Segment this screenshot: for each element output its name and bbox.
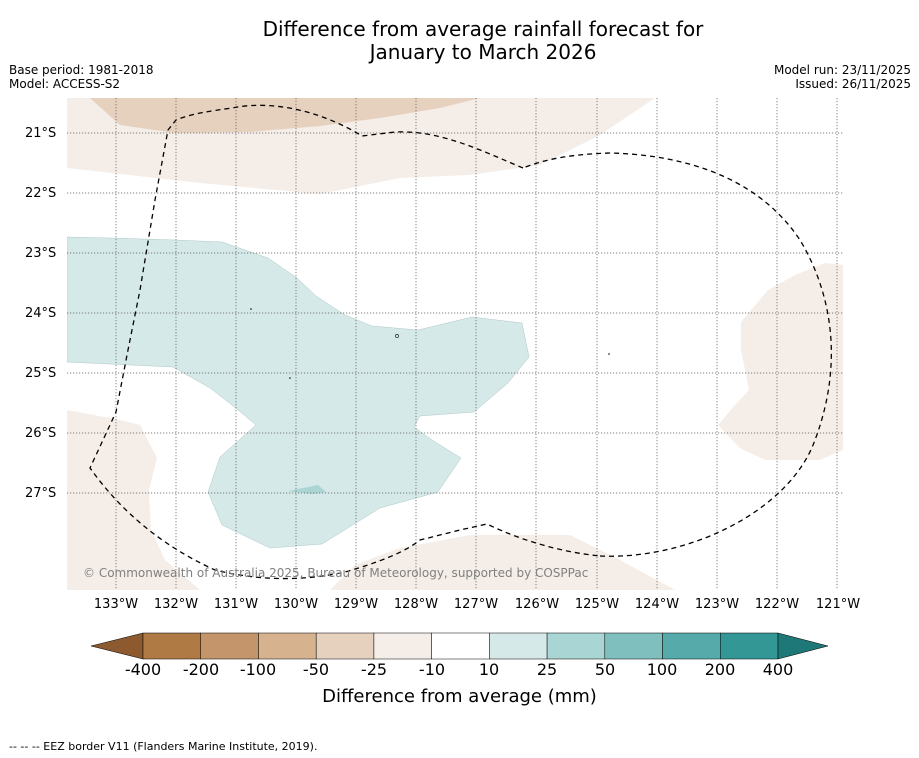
- title-line-2: January to March 2026: [369, 40, 597, 64]
- lat-label-27s: 27°S: [25, 486, 57, 501]
- lat-label-25s: 25°S: [25, 366, 57, 381]
- map-panel: [67, 98, 843, 590]
- colorbar-title: Difference from average (mm): [322, 686, 597, 707]
- lon-label-130w: 130°W: [273, 597, 319, 612]
- lat-label-22s: 22°S: [25, 186, 57, 201]
- colorbar-segment: [720, 632, 779, 660]
- meta-left: Base period: 1981-2018 Model: ACCESS-S2: [9, 63, 154, 91]
- eez-border-right: [522, 152, 832, 557]
- meta-right: Model run: 23/11/2025 Issued: 26/11/2025: [774, 63, 911, 91]
- region-dry-moderate-top: [90, 98, 480, 133]
- colorbar-segment: [546, 632, 606, 660]
- colorbar-tick: 50: [594, 660, 616, 679]
- map-dot-2: [289, 377, 291, 379]
- lon-label-125w: 125°W: [574, 597, 620, 612]
- lat-label-21s: 21°S: [25, 126, 57, 141]
- colorbar-segment: [604, 632, 663, 660]
- eez-footnote: -- -- -- EEZ border V11 (Flanders Marine…: [9, 740, 318, 753]
- colorbar-tick: -25: [360, 660, 388, 679]
- colorbar-segment: [373, 632, 432, 660]
- colorbar-tick: 100: [646, 660, 678, 679]
- lon-label-127w: 127°W: [453, 597, 499, 612]
- region-dry-light-southwest: [67, 410, 200, 590]
- map-dot-4: [395, 334, 399, 338]
- colorbar-tick: 10: [478, 660, 500, 679]
- region-wet-moderate-patch: [288, 485, 326, 494]
- lat-label-24s: 24°S: [25, 306, 57, 321]
- colorbar-segment: [315, 632, 375, 660]
- colorbar-tick: -10: [418, 660, 446, 679]
- colorbar-tick: -400: [124, 660, 162, 679]
- lon-label-128w: 128°W: [393, 597, 439, 612]
- colorbar-tick: -100: [239, 660, 277, 679]
- region-dry-light-east: [718, 263, 843, 460]
- copyright-notice: © Commonwealth of Australia 2025, Bureau…: [83, 566, 589, 580]
- lon-label-124w: 124°W: [634, 597, 680, 612]
- lon-label-123w: 123°W: [694, 597, 740, 612]
- base-period: Base period: 1981-2018: [9, 63, 154, 77]
- lon-label-133w: 133°W: [93, 597, 139, 612]
- colorbar-segment: [489, 632, 548, 660]
- lon-label-129w: 129°W: [333, 597, 379, 612]
- model-name: Model: ACCESS-S2: [9, 77, 121, 91]
- colorbar-lower-extension: [90, 632, 144, 660]
- eez-border-left: [89, 104, 601, 580]
- colorbar-segments: [142, 632, 779, 660]
- colorbar-tick: -200: [182, 660, 220, 679]
- lon-label-131w: 131°W: [213, 597, 259, 612]
- lon-label-132w: 132°W: [153, 597, 199, 612]
- colorbar-segment: [142, 632, 201, 660]
- colorbar-tick: 25: [536, 660, 558, 679]
- lon-label-121w: 121°W: [815, 597, 861, 612]
- colorbar-upper-extension: [777, 632, 829, 660]
- lon-label-122w: 122°W: [754, 597, 800, 612]
- title-line-1: Difference from average rainfall forecas…: [262, 17, 704, 41]
- lat-label-23s: 23°S: [25, 246, 57, 261]
- colorbar-tick: 200: [704, 660, 736, 679]
- model-run: Model run: 23/11/2025: [773, 63, 911, 77]
- region-wet-light-central: [67, 236, 530, 549]
- map-dot-3: [608, 353, 610, 355]
- colorbar-segment: [258, 632, 317, 660]
- lon-label-126w: 126°W: [514, 597, 560, 612]
- issued-date: Issued: 26/11/2025: [795, 77, 911, 91]
- gridlines: [67, 98, 843, 590]
- colorbar-tick: -50: [302, 660, 330, 679]
- colorbar: [90, 632, 829, 660]
- colorbar-segment: [431, 632, 490, 660]
- colorbar-tick: 400: [762, 660, 794, 679]
- colorbar-segment: [200, 632, 259, 660]
- lat-label-26s: 26°S: [25, 426, 57, 441]
- colorbar-segment: [662, 632, 721, 660]
- map-dot-1: [250, 308, 252, 310]
- map-title: Difference from average rainfall forecas…: [0, 18, 919, 64]
